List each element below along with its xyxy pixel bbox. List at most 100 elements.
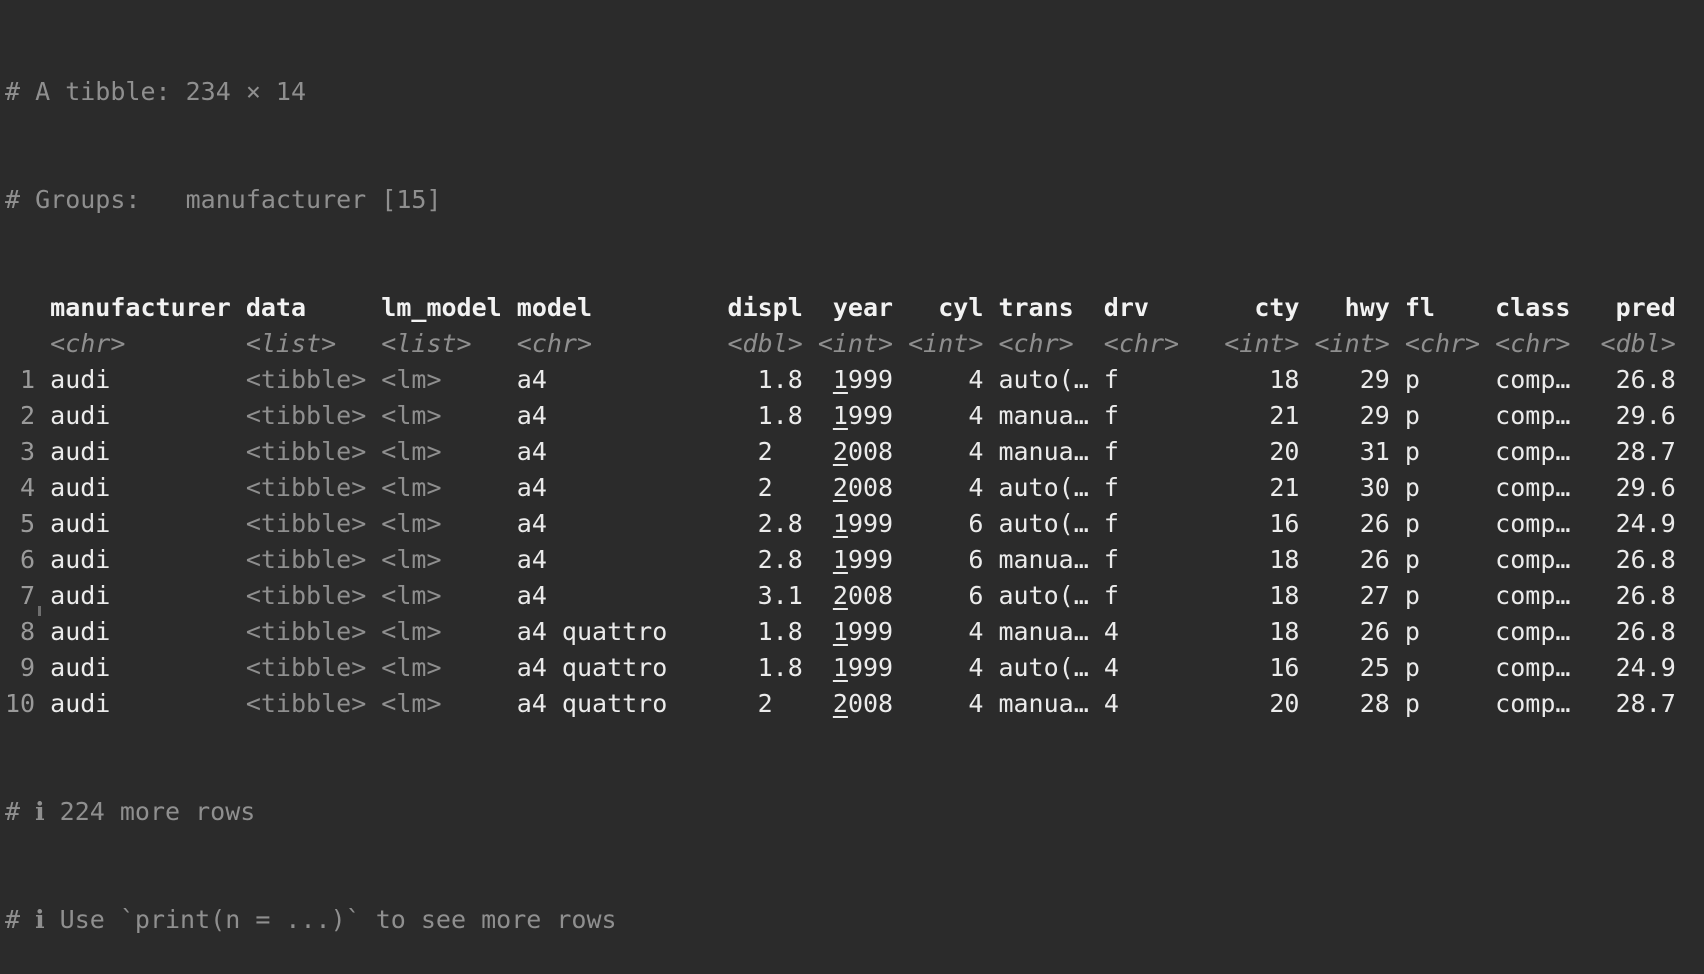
cell-lm_model: <lm> <box>366 617 502 646</box>
cell-cty: 16 <box>1179 509 1300 538</box>
cell-model: a4 <box>501 437 668 466</box>
cell-lm_model: <lm> <box>366 437 502 466</box>
column-header-drv: drv <box>1088 293 1180 322</box>
cell-data: <tibble> <box>230 617 367 646</box>
cell-class: comp… <box>1480 545 1571 574</box>
cell-drv: f <box>1088 473 1180 502</box>
cell-lm_model: <lm> <box>366 545 502 574</box>
table-types-row: <chr> <list> <list> <chr> <dbl> <int> <i… <box>5 326 1704 362</box>
row-number: 10 <box>5 689 51 718</box>
cell-displ: 1.8 <box>667 653 803 682</box>
footer-print-hint-line: # ℹ Use `print(n = ...)` to see more row… <box>5 905 617 934</box>
column-header-hwy: hwy <box>1299 293 1390 322</box>
cell-data: <tibble> <box>230 473 367 502</box>
table-header-row: manufacturer data lm_model model displ y… <box>5 290 1704 326</box>
cell-cyl: 4 <box>893 365 984 394</box>
column-header-trans: trans <box>983 293 1089 322</box>
column-type-fl: <chr> <box>1389 329 1481 358</box>
tibble-table: manufacturer data lm_model model displ y… <box>5 290 1704 722</box>
row-number: 3 <box>5 437 51 466</box>
cell-cty: 18 <box>1179 581 1300 610</box>
cell-manufacturer: audi <box>50 437 231 466</box>
cell-data: <tibble> <box>230 365 367 394</box>
cell-cyl: 6 <box>893 581 984 610</box>
column-header-year: year <box>802 293 894 322</box>
column-type-model: <chr> <box>501 329 668 358</box>
cell-lm_model: <lm> <box>366 509 502 538</box>
cell-year: 1999 <box>832 617 894 646</box>
cell-year: 2008 <box>832 581 894 610</box>
cell-fl: p <box>1389 509 1481 538</box>
column-type-trans: <chr> <box>983 329 1089 358</box>
cell-model: a4 <box>501 581 668 610</box>
cell-manufacturer: audi <box>50 689 231 718</box>
cell-year: 1999 <box>832 401 894 430</box>
cell-pred: 26.8 <box>1570 545 1676 574</box>
row-number: 5 <box>5 509 51 538</box>
column-header-data: data <box>230 293 367 322</box>
cell-drv: 4 <box>1088 617 1180 646</box>
cell-cty: 16 <box>1179 653 1300 682</box>
cell-year: 2008 <box>832 689 894 718</box>
cell-data: <tibble> <box>230 401 367 430</box>
cell-drv: f <box>1088 365 1180 394</box>
cell-drv: f <box>1088 509 1180 538</box>
cell-model: a4 <box>501 509 668 538</box>
column-type-cyl: <int> <box>893 329 984 358</box>
cell-fl: p <box>1389 473 1481 502</box>
cell-hwy: 29 <box>1299 365 1390 394</box>
cell-data: <tibble> <box>230 437 367 466</box>
cell-cyl: 4 <box>893 689 984 718</box>
cell-pred: 29.6 <box>1570 401 1676 430</box>
cell-manufacturer: audi <box>50 617 231 646</box>
column-type-data: <list> <box>230 329 367 358</box>
cell-model: a4 <box>501 545 668 574</box>
cell-manufacturer: audi <box>50 509 231 538</box>
column-header-cyl: cyl <box>893 293 984 322</box>
table-row: 5 audi <tibble> <lm> a4 2.8 1999 6 auto(… <box>5 506 1704 542</box>
cell-manufacturer: audi <box>50 581 231 610</box>
cell-hwy: 26 <box>1299 509 1390 538</box>
cell-cty: 21 <box>1179 401 1300 430</box>
row-number: 8 <box>5 617 51 646</box>
cell-displ: 3.1 <box>667 581 803 610</box>
cell-pred: 26.8 <box>1570 617 1676 646</box>
cell-trans: manua… <box>983 617 1089 646</box>
cell-cty: 18 <box>1179 545 1300 574</box>
table-row: 1 audi <tibble> <lm> a4 1.8 1999 4 auto(… <box>5 362 1704 398</box>
row-number: 4 <box>5 473 51 502</box>
cell-data: <tibble> <box>230 509 367 538</box>
cell-cyl: 4 <box>893 473 984 502</box>
column-header-model: model <box>501 293 668 322</box>
cell-class: comp… <box>1480 401 1571 430</box>
cell-pred: 28.7 <box>1570 689 1676 718</box>
column-header-pred: pred <box>1570 293 1676 322</box>
column-header-manufacturer: manufacturer <box>50 293 231 322</box>
cell-data: <tibble> <box>230 581 367 610</box>
cell-year: 1999 <box>832 509 894 538</box>
column-type-lm_model: <list> <box>366 329 502 358</box>
cell-hwy: 26 <box>1299 545 1390 574</box>
column-type-drv: <chr> <box>1088 329 1180 358</box>
cell-model: a4 <box>501 473 668 502</box>
cell-displ: 2.8 <box>667 509 803 538</box>
cell-cyl: 6 <box>893 509 984 538</box>
cell-hwy: 29 <box>1299 401 1390 430</box>
cell-cty: 21 <box>1179 473 1300 502</box>
cell-drv: 4 <box>1088 653 1180 682</box>
cell-lm_model: <lm> <box>366 689 502 718</box>
cell-data: <tibble> <box>230 545 367 574</box>
cell-manufacturer: audi <box>50 401 231 430</box>
cell-cty: 18 <box>1179 617 1300 646</box>
cell-fl: p <box>1389 401 1481 430</box>
cell-displ: 2 <box>667 473 803 502</box>
column-header-lm_model: lm_model <box>366 293 502 322</box>
cell-cyl: 6 <box>893 545 984 574</box>
cell-drv: f <box>1088 581 1180 610</box>
cell-data: <tibble> <box>230 689 367 718</box>
cell-model: a4 <box>501 401 668 430</box>
row-number: 2 <box>5 401 51 430</box>
cell-year: 1999 <box>832 545 894 574</box>
column-header-class: class <box>1480 293 1571 322</box>
